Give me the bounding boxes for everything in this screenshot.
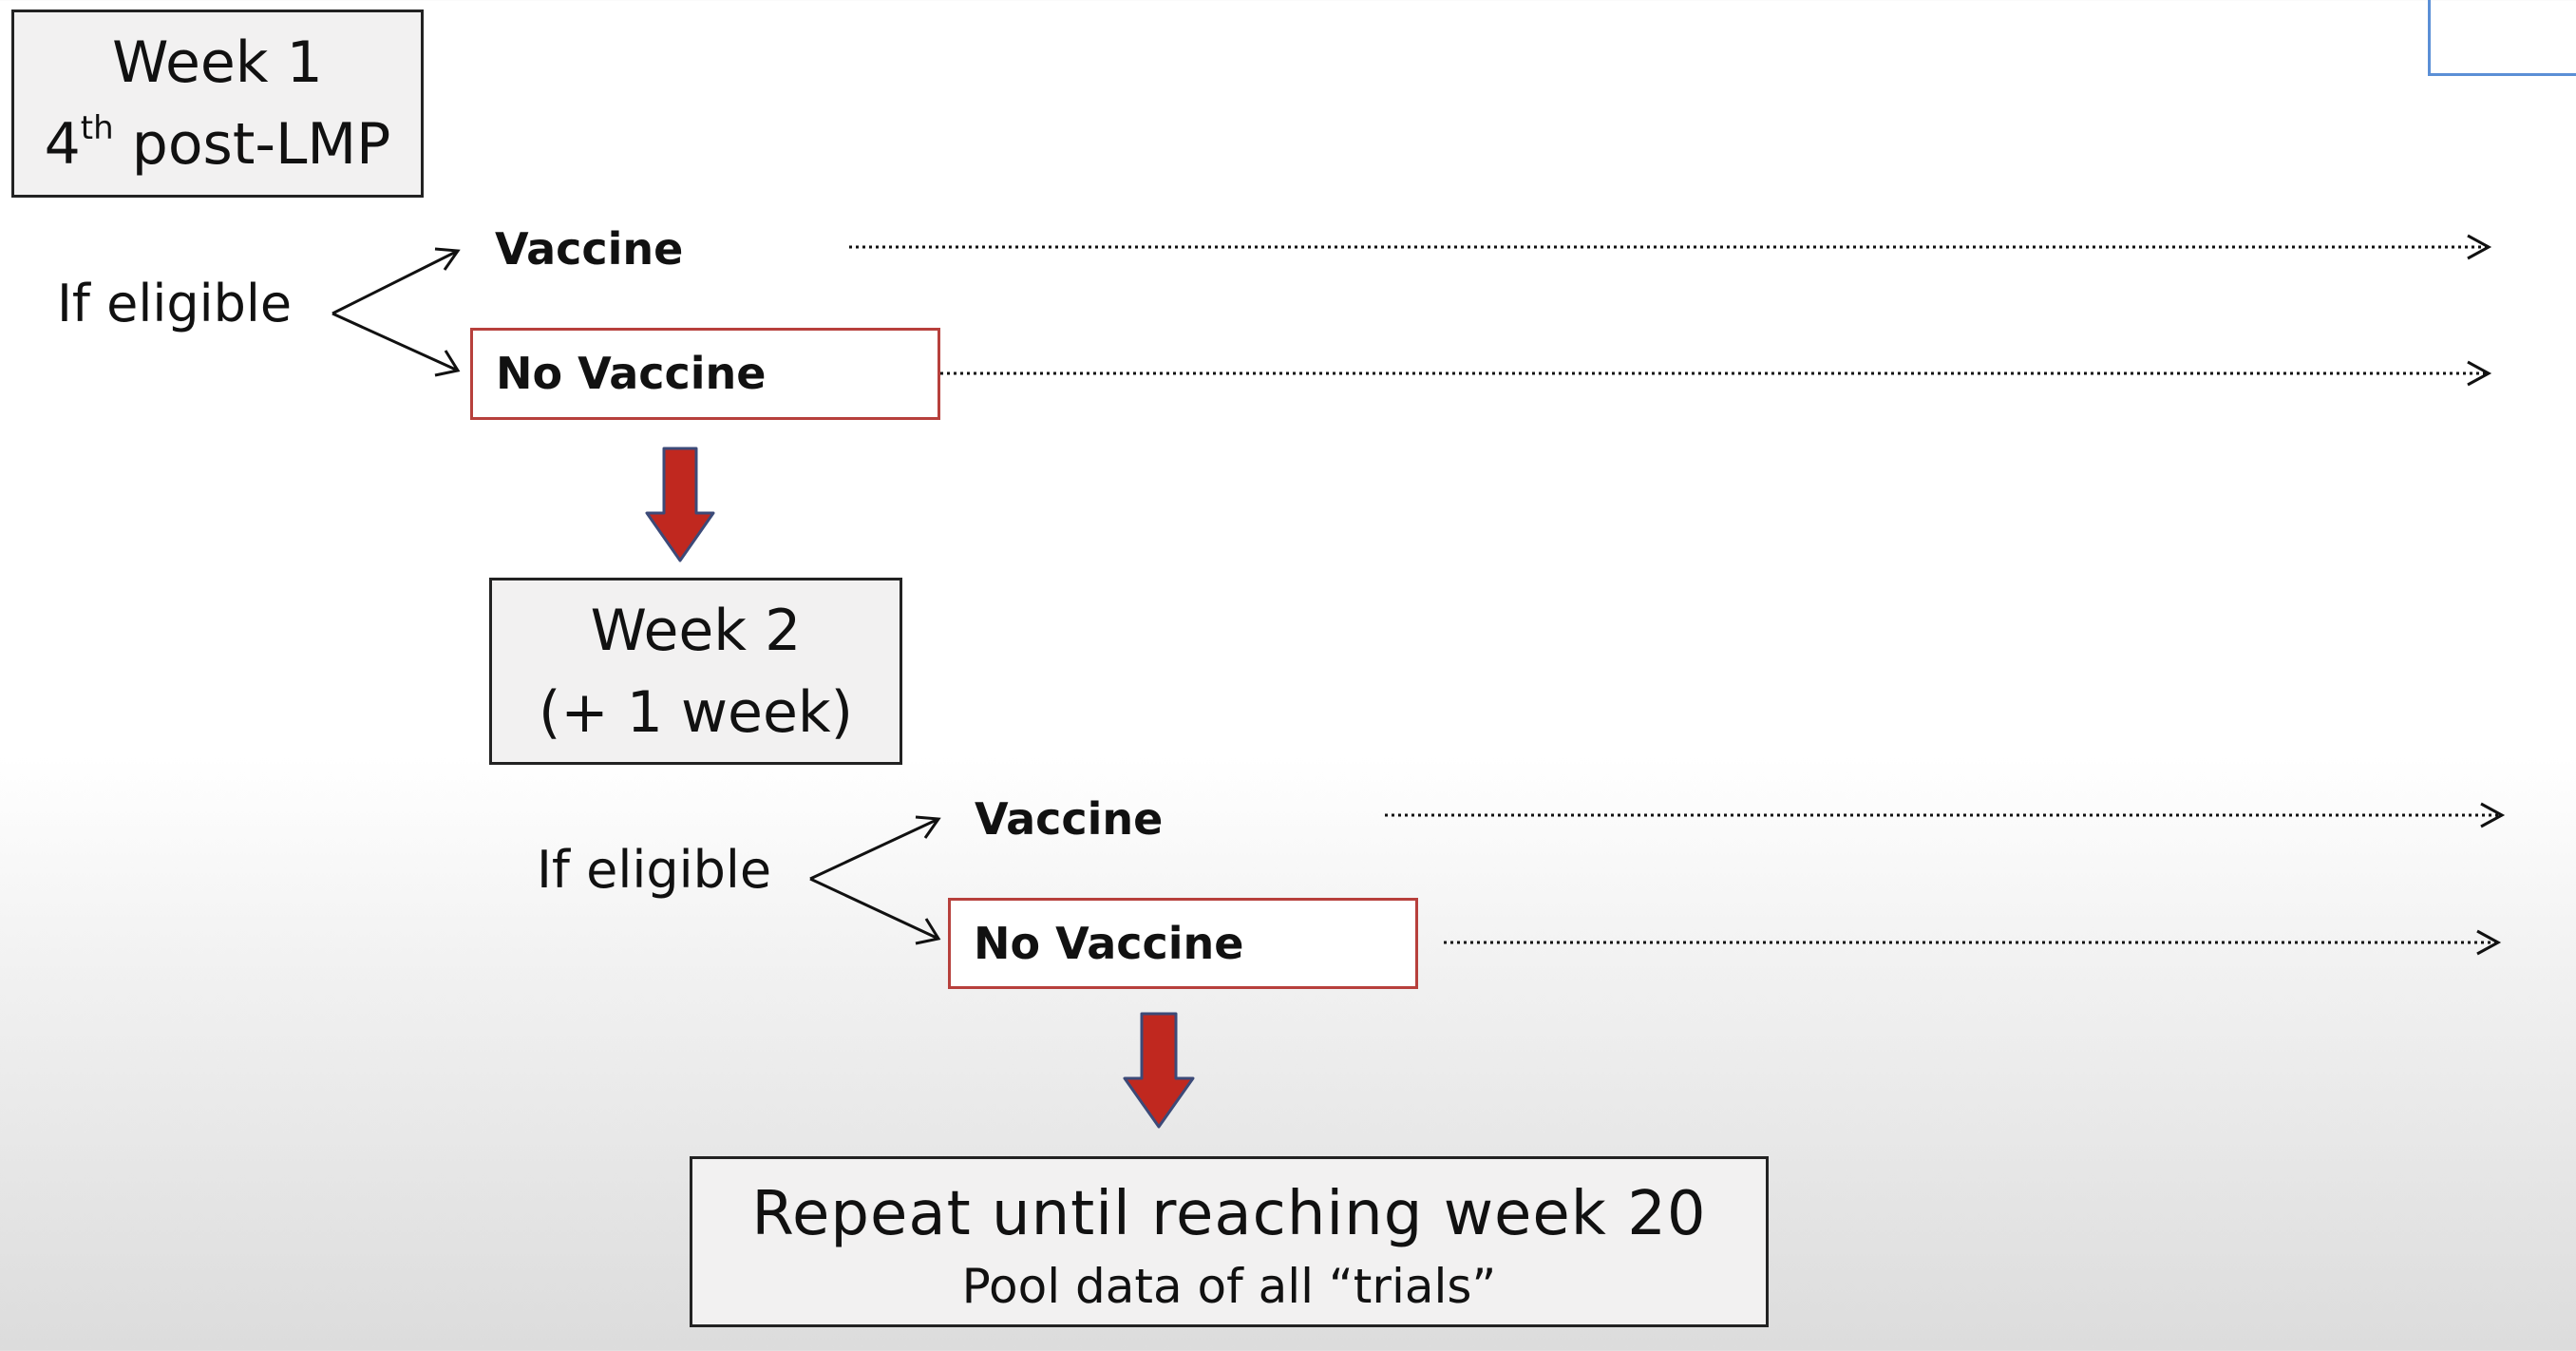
week1-subtitle: 4th post-LMP: [14, 104, 421, 185]
week1-box: Week 1 4th post-LMP: [11, 10, 424, 198]
week2-title: Week 2: [590, 598, 802, 664]
week1-subtitle-rest: post-LMP: [113, 111, 391, 178]
no-vaccine-label-week2: No Vaccine: [974, 918, 1244, 969]
corner-outline: [2428, 0, 2576, 76]
down-arrow-1: [645, 447, 715, 562]
timeline-vaccine-week2: [1385, 802, 2506, 828]
week2-subtitle: (+ 1 week): [538, 679, 854, 746]
repeat-box: Repeat until reaching week 20 Pool data …: [690, 1156, 1769, 1327]
week1-title: Week 1: [112, 29, 323, 96]
repeat-subtitle: Pool data of all “trials”: [961, 1259, 1497, 1314]
timeline-no-vaccine-week2: [1444, 929, 2502, 956]
week1-subtitle-number: 4: [44, 111, 81, 178]
no-vaccine-box-week2: No Vaccine: [948, 898, 1418, 989]
condition-label-week2: If eligible: [537, 840, 772, 900]
timeline-vaccine-week1: [849, 234, 2492, 260]
vaccine-label-week2: Vaccine: [975, 793, 1164, 845]
week1-subtitle-suffix: th: [80, 109, 114, 147]
repeat-title: Repeat until reaching week 20: [751, 1179, 1707, 1249]
timeline-no-vaccine-week1: [940, 360, 2492, 387]
condition-label-week1: If eligible: [57, 274, 293, 333]
vaccine-label-week1: Vaccine: [495, 223, 684, 275]
fork-arrows-week2: [809, 815, 941, 945]
fork-arrows-week1: [331, 247, 461, 377]
week2-box: Week 2 (+ 1 week): [489, 578, 902, 765]
no-vaccine-label-week1: No Vaccine: [496, 348, 767, 399]
no-vaccine-box-week1: No Vaccine: [470, 328, 940, 420]
down-arrow-2: [1123, 1012, 1195, 1129]
